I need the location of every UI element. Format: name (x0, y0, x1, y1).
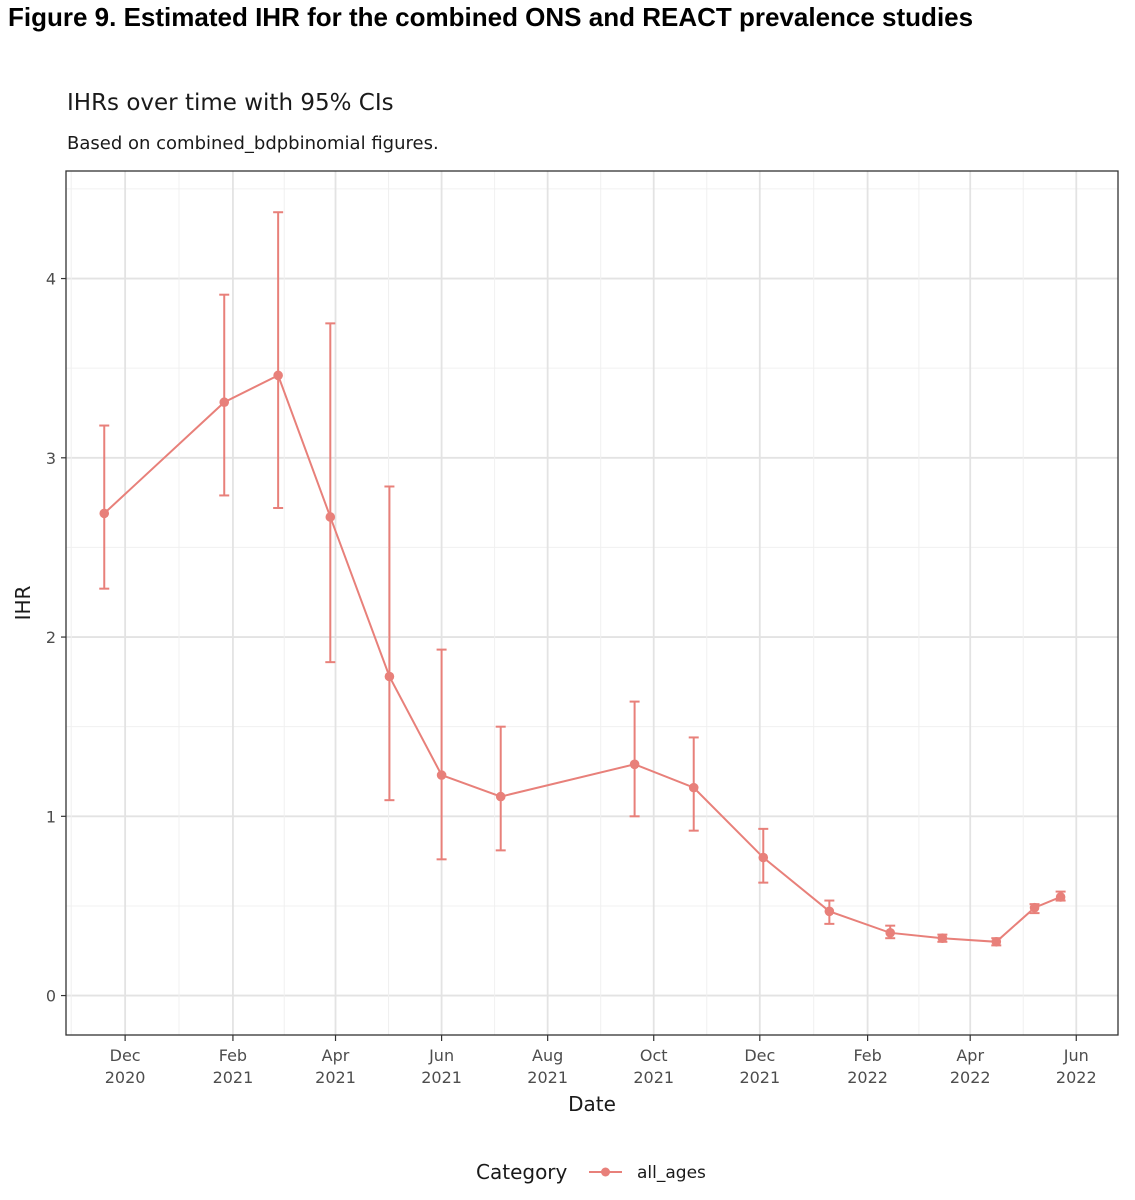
x-tick-label-year: 2021 (527, 1068, 568, 1087)
y-tick-label: 0 (46, 987, 56, 1006)
series-line (103, 373, 1061, 943)
data-point (824, 906, 835, 917)
data-point (1055, 892, 1066, 902)
x-tick-label-year: 2021 (315, 1068, 356, 1087)
x-tick-label-month: Dec (744, 1046, 775, 1065)
x-tick-label-month: Feb (853, 1046, 881, 1065)
data-point (495, 791, 506, 802)
legend-label-all_ages: all_ages (637, 1163, 706, 1183)
legend-key-point (601, 1167, 610, 1177)
x-tick-label-month: Feb (219, 1046, 247, 1065)
x-tick-label-year: 2021 (739, 1068, 780, 1087)
y-axis-title: IHR (11, 585, 35, 620)
x-tick-label-month: Jun (428, 1046, 454, 1065)
data-point (885, 928, 896, 938)
y-tick-label: 1 (46, 807, 56, 826)
x-tick-label-year: 2021 (213, 1068, 254, 1087)
data-point (937, 933, 948, 944)
y-tick-label: 4 (46, 270, 56, 289)
grid (66, 171, 1118, 1035)
x-tick-label-month: Jun (1063, 1046, 1089, 1065)
x-axis-title: Date (568, 1092, 616, 1116)
axes: 0 1 2 3 4 Dec 2020 Feb 2021 Apr 2021 Jun 2021 Aug 2021… (46, 270, 1097, 1087)
chart-subtitle: Based on combined_bdpbinomial figures. (67, 133, 439, 154)
data-point (991, 936, 1002, 947)
data-point (325, 512, 336, 522)
figure-title: Figure 9. Estimated IHR for the combined… (8, 2, 974, 32)
x-tick-label-year: 2021 (421, 1068, 462, 1087)
data-point (629, 759, 640, 770)
x-tick-label-month: Aug (532, 1046, 563, 1065)
data-point (219, 397, 230, 408)
data-point (384, 671, 395, 682)
x-tick-label-year: 2022 (847, 1068, 888, 1087)
data-point (758, 852, 769, 863)
data-series-all_ages (99, 211, 1066, 947)
plot-panel-border (65, 170, 1119, 1036)
x-tick-label-year: 2021 (633, 1068, 674, 1087)
chart-title: IHRs over time with 95% CIs (67, 90, 394, 116)
x-tick-label-month: Apr (956, 1046, 984, 1065)
data-point (688, 782, 699, 793)
x-tick-label-month: Dec (110, 1046, 141, 1065)
data-point (436, 770, 447, 780)
y-tick-label: 2 (46, 628, 56, 647)
y-tick-label: 3 (46, 449, 56, 468)
x-tick-label-month: Apr (322, 1046, 350, 1065)
x-tick-label-month: Oct (640, 1046, 668, 1065)
x-tick-label-year: 2022 (1056, 1068, 1097, 1087)
x-tick-label-year: 2022 (950, 1068, 991, 1087)
data-point (99, 508, 110, 519)
data-point (273, 370, 283, 381)
data-point (1029, 902, 1040, 913)
legend: Category all_ages (476, 1160, 706, 1184)
x-tick-label-year: 2020 (105, 1068, 146, 1087)
legend-title: Category (476, 1160, 568, 1184)
